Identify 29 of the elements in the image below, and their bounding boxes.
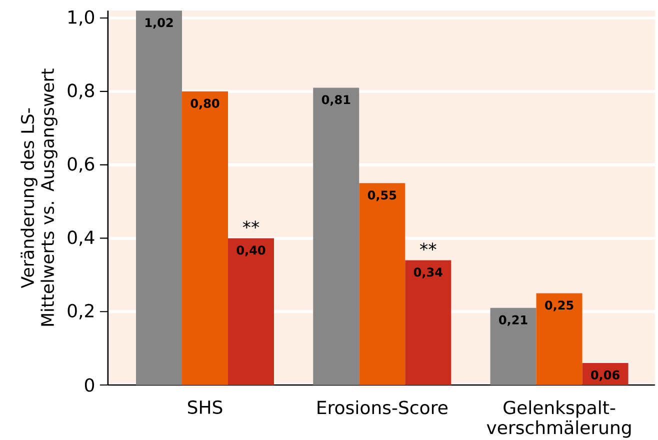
y-tick-label: 0,2: [68, 304, 94, 320]
data-label: 0,81: [322, 95, 350, 106]
bar: [182, 91, 228, 386]
x-tick-label: Erosions-Score: [318, 400, 448, 414]
annotation: **: [420, 242, 436, 251]
data-label: 0,55: [368, 190, 396, 202]
y-tick-label: 0,4: [68, 230, 94, 246]
x-tick-label: Gelenkspalt-verschmälerung: [486, 400, 631, 438]
data-label: 0,34: [414, 268, 442, 278]
y-tick-label: 1,0: [68, 10, 94, 26]
data-label: 1,02: [146, 18, 173, 29]
x-tick-label: SHS: [188, 400, 222, 414]
bar: [490, 308, 536, 386]
bar: [536, 293, 582, 386]
bar: [405, 260, 452, 386]
data-label: 0,40: [236, 246, 266, 256]
annotation: **: [242, 220, 260, 229]
y-tick-label: 0: [84, 378, 94, 392]
data-label: 0,06: [591, 370, 620, 381]
data-label: 0,25: [545, 300, 574, 312]
data-label: 0,21: [499, 315, 528, 326]
y-tick-label: 0,6: [68, 157, 94, 173]
data-label: 0,80: [190, 98, 220, 110]
bar: [136, 10, 182, 386]
bar: [313, 88, 360, 386]
bar: [228, 238, 274, 386]
bar: [359, 183, 406, 386]
y-tick-label: 0,8: [68, 84, 94, 100]
y-axis-title: Veränderung des LS-Mittelwerts vs. Ausgangswert: [20, 68, 58, 326]
